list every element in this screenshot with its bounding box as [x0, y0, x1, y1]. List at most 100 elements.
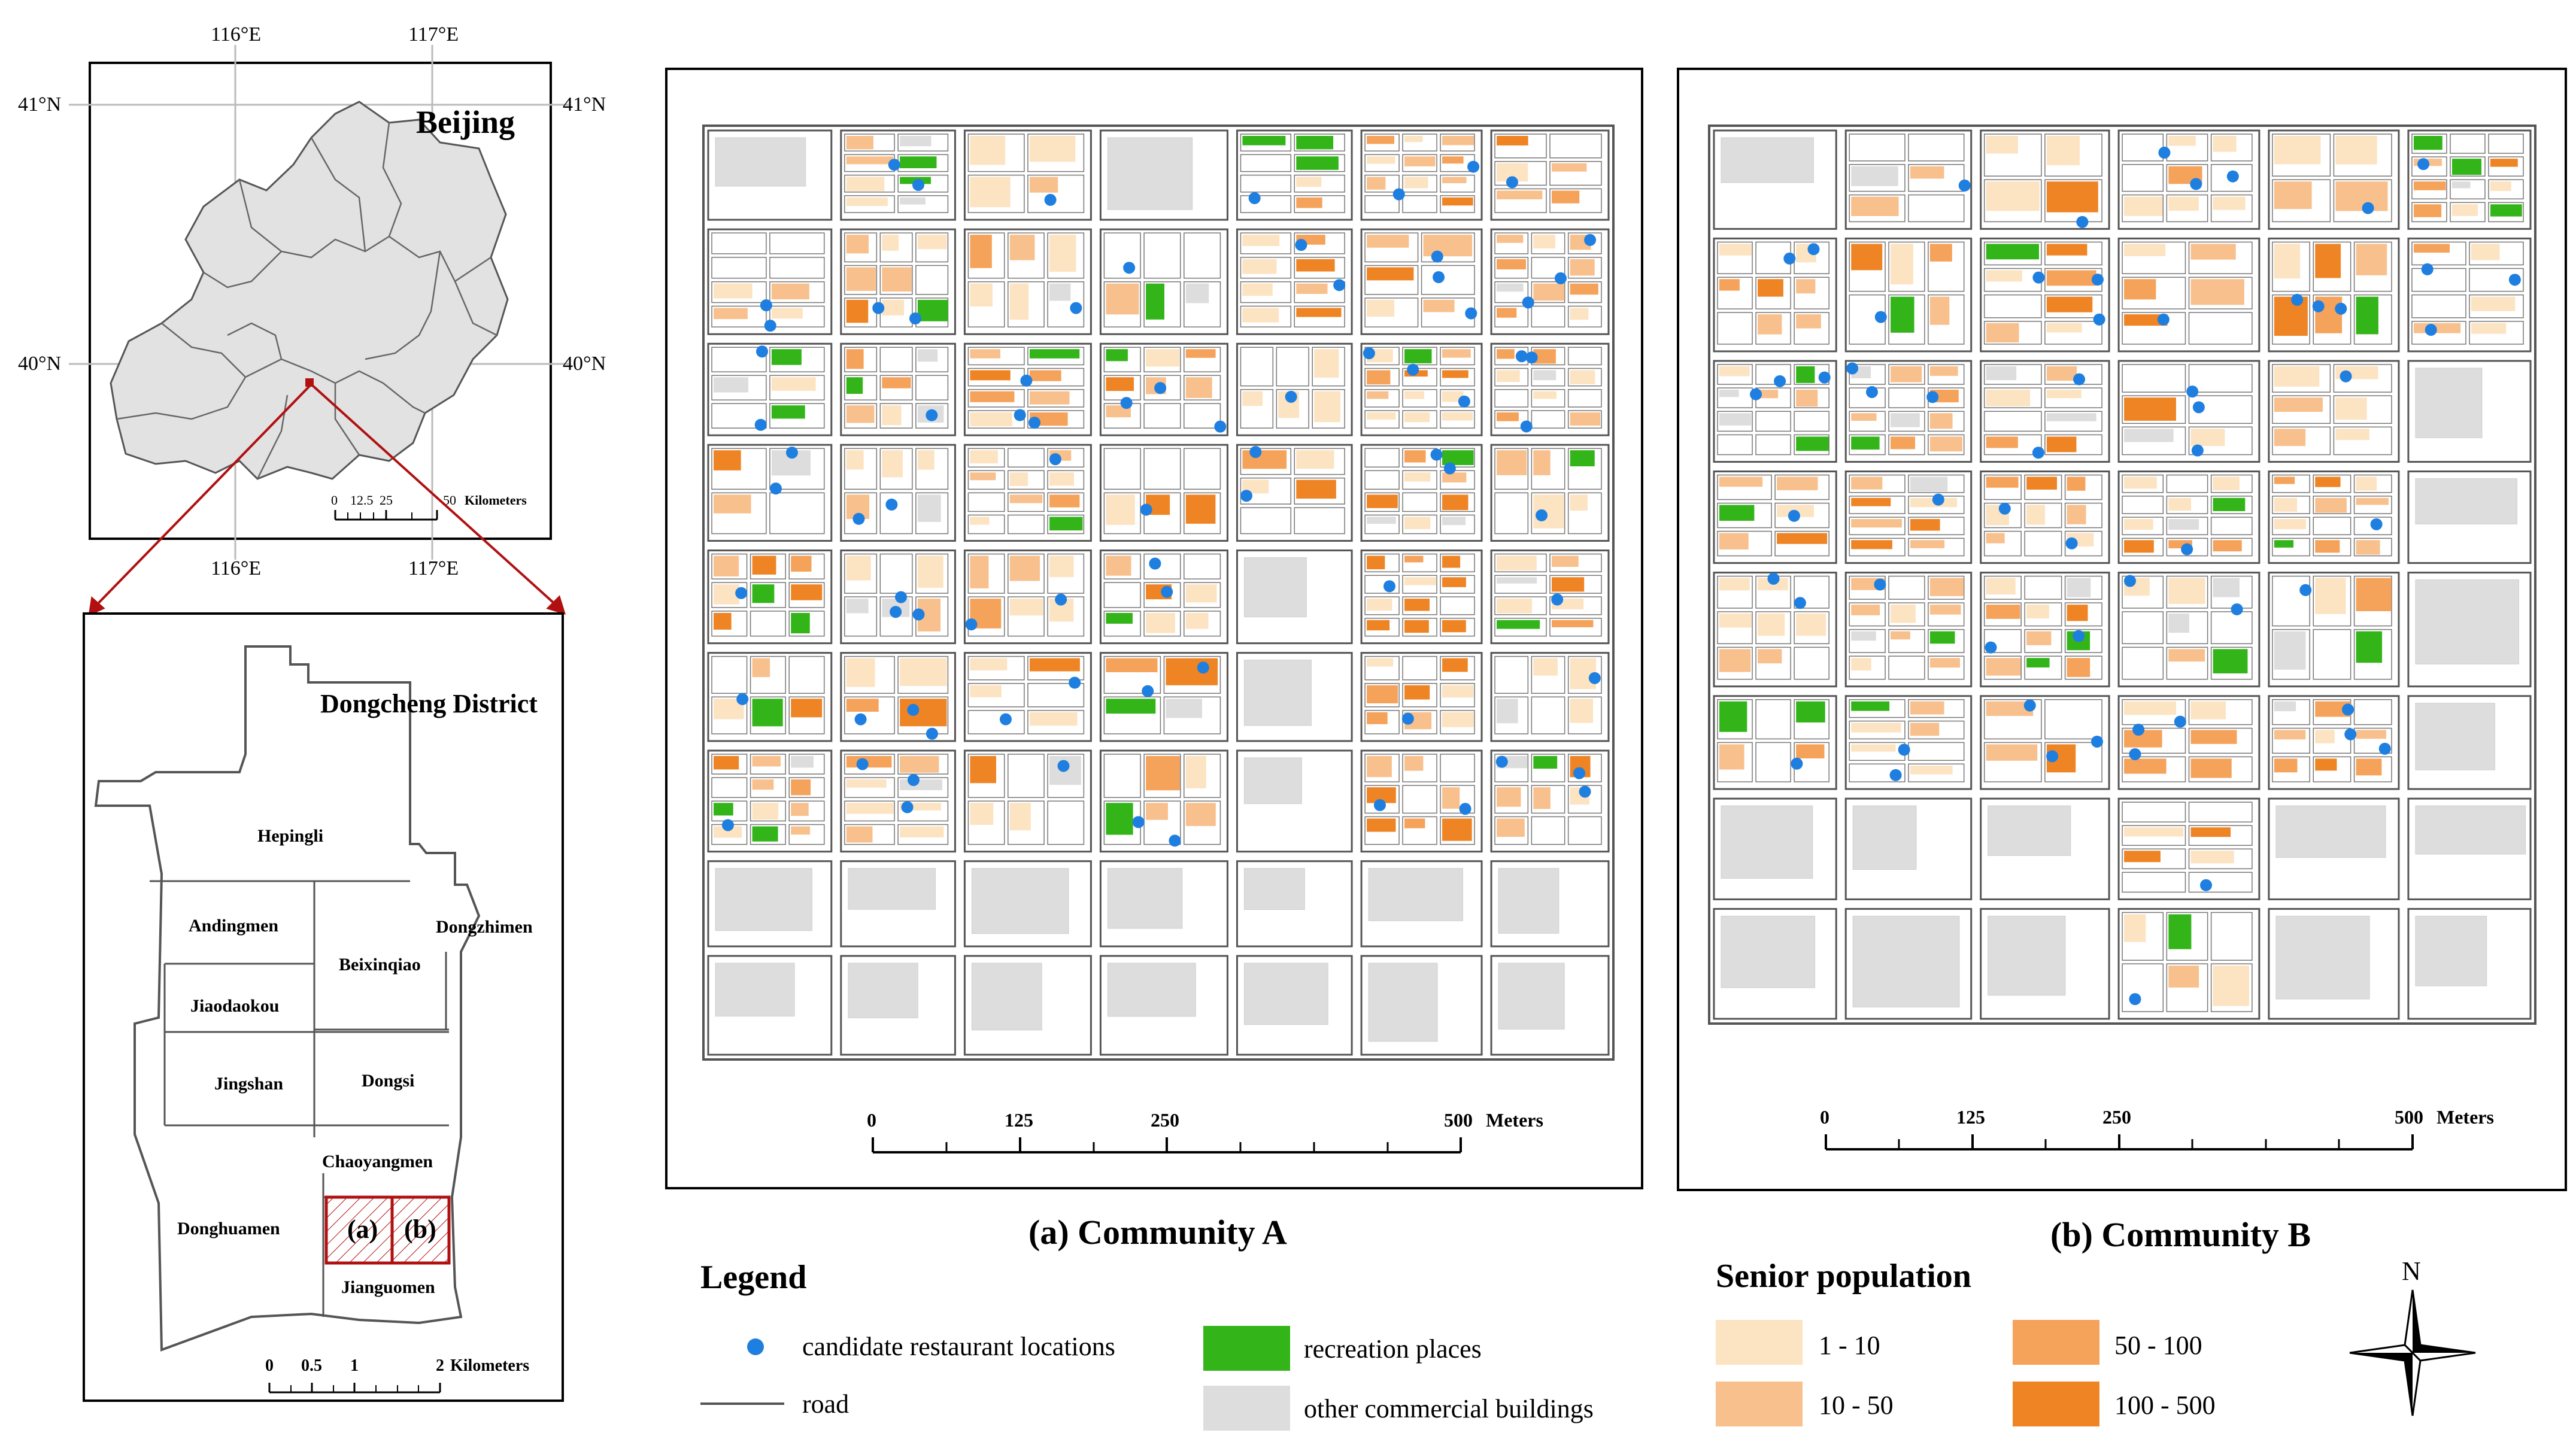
senior-housing	[900, 755, 939, 773]
parcel	[2469, 241, 2524, 266]
candidate-restaurant-location	[2046, 750, 2059, 763]
recreation-place	[1296, 136, 1334, 150]
parcel	[2353, 294, 2392, 345]
senior-housing	[1029, 658, 1080, 672]
parcel	[1440, 388, 1475, 408]
parcel	[711, 696, 748, 734]
parcel	[2024, 502, 2062, 529]
parcel	[2313, 538, 2352, 557]
road-block	[2268, 695, 2400, 790]
parcel	[2122, 963, 2164, 1012]
senior-housing	[752, 755, 781, 767]
road-block	[1490, 444, 1610, 542]
map-b-scale-250: 250	[2102, 1106, 2131, 1128]
parcel	[1364, 710, 1400, 734]
commercial-building	[1049, 283, 1071, 301]
candidate-restaurant-location	[1515, 350, 1528, 363]
legend-restaurant-symbol	[747, 1338, 764, 1355]
recreation-place	[1796, 436, 1829, 451]
senior-housing	[970, 658, 1008, 670]
parcel	[1567, 388, 1602, 408]
senior-housing	[1404, 391, 1425, 399]
senior-housing	[1009, 803, 1031, 831]
parcel	[711, 754, 748, 775]
road-block	[2268, 907, 2400, 1020]
candidate-restaurant-location	[1889, 769, 1902, 781]
parcel	[967, 174, 1025, 213]
parcel	[1364, 133, 1400, 152]
road-block	[1236, 860, 1353, 948]
parcel	[1794, 411, 1829, 432]
candidate-restaurant-location	[2065, 537, 2078, 550]
candidate-restaurant-location	[1431, 250, 1443, 263]
lon-label-117-bottom: 117°E	[408, 557, 459, 579]
road-block	[2117, 797, 2261, 900]
senior-housing	[1719, 279, 1740, 291]
commercial-building	[2274, 701, 2296, 712]
commercial-building	[2415, 579, 2519, 664]
road-block	[1490, 129, 1610, 221]
parcel	[2272, 517, 2310, 536]
parcel	[1908, 538, 1965, 557]
parcel	[2024, 655, 2062, 680]
senior-housing	[771, 377, 816, 391]
label-hepingli: Hepingli	[257, 826, 323, 846]
beijing-scale-25: 25	[380, 493, 393, 508]
commercial-building	[1852, 805, 1917, 870]
senior-housing	[2190, 429, 2225, 446]
parcel	[1494, 816, 1529, 845]
senior-housing	[1185, 612, 1209, 629]
recreation-place	[1851, 436, 1880, 450]
candidate-restaurant-location	[1443, 462, 1456, 475]
candidate-restaurant-location	[2299, 584, 2312, 596]
dongcheng-scale-bar: 0 0.5 1 2 Kilometers	[265, 1356, 529, 1394]
parcel	[1494, 696, 1529, 734]
senior-class-10-50-label: 10 - 50	[1819, 1391, 1894, 1420]
parcel	[1008, 232, 1045, 279]
map-a-scale-125: 125	[1005, 1109, 1033, 1131]
senior-housing	[1367, 412, 1396, 420]
senior-housing	[1442, 685, 1474, 698]
commercial-building	[900, 779, 942, 791]
senior-housing	[2315, 476, 2341, 487]
senior-housing	[882, 377, 911, 388]
beijing-scale-bar: 0 12.5 25 50 Kilometers	[331, 493, 527, 521]
parcel	[1849, 655, 1886, 680]
parcel	[2188, 277, 2253, 309]
parcel	[1008, 553, 1045, 594]
road-block	[1713, 360, 1837, 463]
parcel	[1717, 434, 1753, 456]
senior-housing	[1029, 177, 1058, 193]
senior-housing	[2213, 196, 2246, 210]
candidate-restaurant-location	[1495, 755, 1508, 768]
parcel	[879, 347, 913, 372]
parcel	[1421, 232, 1475, 263]
senior-housing	[1106, 555, 1131, 576]
parcel	[1494, 596, 1547, 615]
candidate-restaurant-location	[1142, 685, 1154, 697]
parcel	[1928, 575, 1965, 600]
candidate-restaurant-location	[764, 320, 776, 332]
road-block	[2117, 237, 2261, 353]
senior-housing	[1929, 658, 1960, 668]
parcel	[967, 596, 1005, 637]
candidate-restaurant-location	[1057, 760, 1070, 772]
road-block	[1490, 550, 1610, 645]
senior-housing	[1314, 391, 1340, 423]
road-block	[707, 860, 833, 948]
senior-housing	[2451, 204, 2478, 216]
road-block	[2268, 360, 2400, 463]
parcel	[897, 174, 949, 193]
parcel	[844, 824, 895, 845]
senior-housing	[2315, 497, 2347, 513]
parcel	[788, 655, 825, 694]
parcel	[1364, 816, 1400, 845]
recreation-place	[714, 803, 733, 816]
road-block	[2268, 470, 2400, 564]
candidate-restaurant-location	[1123, 262, 1136, 274]
parcel	[2272, 538, 2310, 557]
parcel	[1755, 312, 1791, 345]
parcel	[2122, 395, 2186, 424]
recreation-place	[2213, 649, 2248, 673]
senior-housing	[1009, 555, 1040, 581]
